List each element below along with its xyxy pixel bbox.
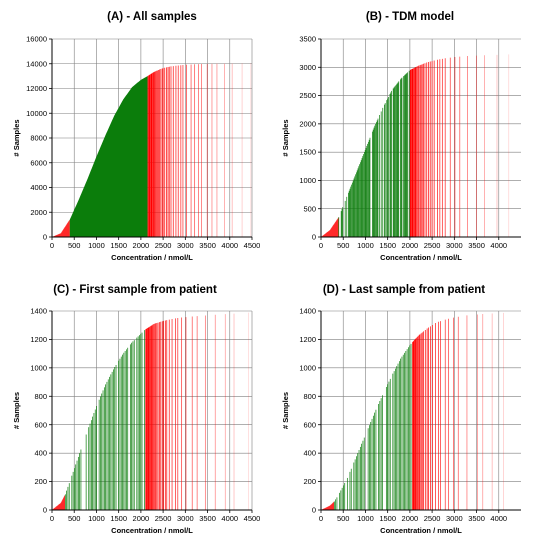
x-tick-label: 1000 bbox=[88, 514, 105, 523]
x-tick-label: 0 bbox=[50, 241, 54, 250]
x-tick-label: 4000 bbox=[221, 241, 238, 250]
x-tick-label: 3500 bbox=[199, 514, 216, 523]
x-tick-label: 3000 bbox=[446, 514, 463, 523]
x-tick-label: 4000 bbox=[490, 514, 507, 523]
x-tick-label: 2000 bbox=[133, 241, 150, 250]
x-axis-label: Concentration / nmol/L bbox=[111, 253, 193, 262]
y-tick-label: 800 bbox=[34, 392, 47, 401]
x-tick-label: 1500 bbox=[379, 241, 396, 250]
y-tick-label: 400 bbox=[303, 449, 316, 458]
y-axis-label: # Samples bbox=[12, 119, 21, 156]
y-tick-label: 1000 bbox=[30, 363, 47, 372]
y-tick-label: 600 bbox=[34, 420, 47, 429]
green-area bbox=[69, 76, 148, 237]
y-tick-label: 16000 bbox=[26, 35, 47, 44]
panel-a: 0 500 1000 1500 2000 2500 3000 3500 4000 4500 0 200… bbox=[12, 11, 260, 262]
x-tick-label: 4000 bbox=[490, 241, 507, 250]
x-tick-label: 1500 bbox=[110, 241, 127, 250]
y-tick-label: 1200 bbox=[299, 335, 316, 344]
panel-title: (C) - First sample from patient bbox=[53, 284, 217, 296]
y-tick-label: 800 bbox=[303, 392, 316, 401]
y-tick-label: 0 bbox=[43, 506, 47, 515]
x-tick-label: 500 bbox=[68, 241, 81, 250]
x-tick-label: 1500 bbox=[379, 514, 396, 523]
y-tick-label: 12000 bbox=[26, 84, 47, 93]
y-tick-label: 1000 bbox=[299, 363, 316, 372]
y-tick-label: 1500 bbox=[299, 148, 316, 157]
y-tick-label: 8000 bbox=[30, 134, 47, 143]
x-tick-label: 0 bbox=[319, 241, 323, 250]
x-axis-label: Concentration / nmol/L bbox=[380, 526, 462, 535]
y-tick-label: 2000 bbox=[299, 119, 316, 128]
y-axis-label: # Samples bbox=[12, 392, 21, 429]
distribution-marks bbox=[321, 54, 510, 237]
x-tick-label: 3000 bbox=[177, 514, 194, 523]
panel-title: (D) - Last sample from patient bbox=[323, 284, 485, 296]
y-tick-label: 200 bbox=[303, 477, 316, 486]
x-tick-label: 1000 bbox=[357, 514, 374, 523]
x-tick-label: 1500 bbox=[110, 514, 127, 523]
x-axis-label: Concentration / nmol/L bbox=[111, 526, 193, 535]
panel-d: 0 500 1000 1500 2000 2500 3000 3500 4000 0 200 400 6… bbox=[281, 284, 521, 535]
y-tick-label: 6000 bbox=[30, 158, 47, 167]
distribution-marks bbox=[52, 312, 249, 510]
x-tick-label: 2500 bbox=[155, 241, 172, 250]
x-tick-label: 500 bbox=[337, 241, 350, 250]
y-tick-label: 600 bbox=[303, 420, 316, 429]
y-tick-label: 0 bbox=[312, 506, 316, 515]
y-tick-label: 3000 bbox=[299, 63, 316, 72]
x-tick-label: 2500 bbox=[155, 514, 172, 523]
y-tick-label: 500 bbox=[303, 204, 316, 213]
y-axis-label: # Samples bbox=[281, 119, 290, 156]
y-tick-label: 400 bbox=[34, 449, 47, 458]
x-tick-label: 4500 bbox=[244, 514, 261, 523]
x-tick-label: 2500 bbox=[424, 514, 441, 523]
y-tick-label: 4000 bbox=[30, 183, 47, 192]
y-tick-label: 1200 bbox=[30, 335, 47, 344]
distribution-marks bbox=[52, 63, 252, 237]
x-tick-label: 3000 bbox=[177, 241, 194, 250]
x-tick-label: 500 bbox=[68, 514, 81, 523]
y-tick-label: 1400 bbox=[299, 307, 316, 316]
x-tick-label: 3500 bbox=[199, 241, 216, 250]
y-axis-label: # Samples bbox=[281, 392, 290, 429]
x-tick-label: 500 bbox=[337, 514, 350, 523]
x-axis-label: Concentration / nmol/L bbox=[380, 253, 462, 262]
x-tick-label: 2000 bbox=[402, 241, 419, 250]
x-tick-label: 2000 bbox=[133, 514, 150, 523]
x-tick-label: 2500 bbox=[424, 241, 441, 250]
x-tick-label: 4500 bbox=[244, 241, 261, 250]
y-tick-label: 0 bbox=[43, 233, 47, 242]
y-tick-label: 0 bbox=[312, 233, 316, 242]
y-tick-label: 1000 bbox=[299, 176, 316, 185]
y-tick-label: 200 bbox=[34, 477, 47, 486]
x-tick-label: 0 bbox=[319, 514, 323, 523]
y-tick-label: 3500 bbox=[299, 35, 316, 44]
panel-c: 0 500 1000 1500 2000 2500 3000 3500 4000 4500 0 200… bbox=[12, 284, 260, 535]
x-tick-label: 4000 bbox=[221, 514, 238, 523]
panel-title: (B) - TDM model bbox=[366, 11, 454, 23]
y-tick-label: 14000 bbox=[26, 59, 47, 68]
x-tick-label: 1000 bbox=[357, 241, 374, 250]
x-tick-label: 3500 bbox=[468, 241, 485, 250]
y-tick-label: 2000 bbox=[30, 208, 47, 217]
x-tick-label: 3500 bbox=[468, 514, 485, 523]
y-tick-label: 2500 bbox=[299, 91, 316, 100]
x-tick-label: 0 bbox=[50, 514, 54, 523]
x-tick-label: 2000 bbox=[402, 514, 419, 523]
y-tick-label: 10000 bbox=[26, 109, 47, 118]
panel-title: (A) - All samples bbox=[107, 11, 197, 23]
x-tick-label: 1000 bbox=[88, 241, 105, 250]
x-tick-label: 3000 bbox=[446, 241, 463, 250]
y-tick-label: 1400 bbox=[30, 307, 47, 316]
panel-b: 0 500 1000 1500 2000 2500 3000 3500 4000 0 500 1000… bbox=[281, 11, 521, 262]
distribution-marks bbox=[321, 312, 504, 510]
